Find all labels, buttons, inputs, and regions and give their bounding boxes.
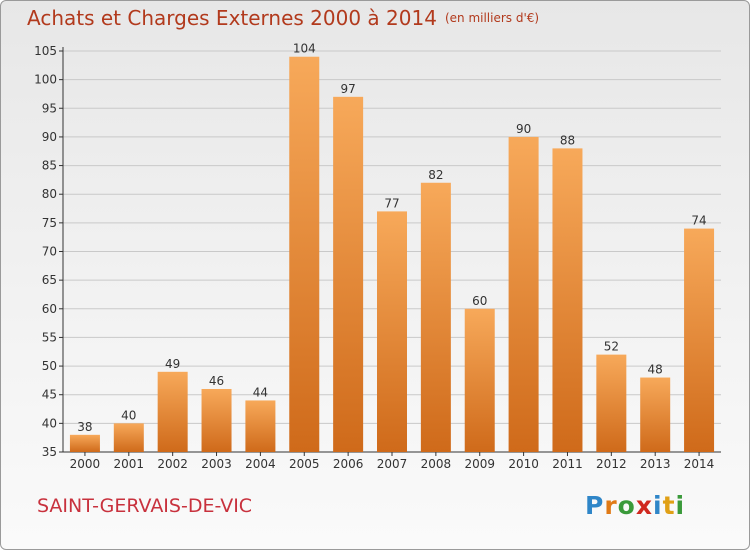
x-tick-label-2003: 2003 [201,457,232,471]
value-label-2007: 77 [384,196,399,210]
bar-2009 [464,308,495,452]
x-tick-label-2006: 2006 [333,457,364,471]
value-label-2010: 90 [516,122,531,136]
y-tick-label: 70 [42,245,57,259]
y-tick-label: 95 [42,101,57,115]
y-tick-label: 105 [34,44,57,58]
value-label-2013: 48 [648,363,663,377]
x-tick-label-2002: 2002 [157,457,188,471]
commune-name: SAINT-GERVAIS-DE-VIC [37,495,253,517]
x-tick-label-2005: 2005 [289,457,320,471]
x-tick-label-2012: 2012 [596,457,627,471]
chart-title-text: Achats et Charges Externes 2000 à 2014 [27,6,437,30]
x-tick-label-2000: 2000 [70,457,101,471]
value-label-2002: 49 [165,357,180,371]
value-label-2004: 44 [253,385,268,399]
bars [69,56,715,452]
bar-2006 [333,96,364,452]
bar-2007 [377,211,407,452]
logo-letter: o [617,491,636,520]
bar-2003 [201,388,232,452]
y-tick-label: 65 [42,273,57,287]
y-tick-label: 40 [42,416,57,430]
y-tick-label: 85 [42,159,57,173]
x-tick-label-2011: 2011 [552,457,583,471]
x-tick-label-2014: 2014 [684,457,715,471]
logo-letter: P [585,491,605,520]
logo-letter: i [675,491,686,520]
x-tick-label-2010: 2010 [508,457,539,471]
value-label-2014: 74 [691,214,706,228]
y-tick-label: 55 [42,330,57,344]
y-tick-label: 45 [42,388,57,402]
x-tick-label-2013: 2013 [640,457,671,471]
value-label-2003: 46 [209,374,224,388]
y-tick-label: 100 [34,73,57,87]
bar-2004 [245,400,276,452]
bar-2010 [508,136,539,452]
y-tick-label: 35 [42,445,57,459]
x-tick-label-2004: 2004 [245,457,276,471]
value-label-2005: 104 [293,42,316,56]
y-tick-label: 75 [42,216,57,230]
y-tick-label: 50 [42,359,57,373]
logo-letter: i [653,491,663,520]
value-label-2001: 40 [121,408,136,422]
x-tick-label-2009: 2009 [464,457,495,471]
proxiti-logo: Proxiti [585,491,685,520]
logo-letter: r [604,491,618,520]
y-tick-label: 80 [42,187,57,201]
labels: 35 40 45 50 55 60 65 70 75 80 85 90 95 100 105 38 2000 40… [34,42,714,471]
value-label-2006: 97 [340,82,355,96]
logo-letter: t [662,491,676,520]
value-label-2008: 82 [428,168,443,182]
value-label-2012: 52 [604,340,619,354]
bar-2008 [420,182,451,452]
bar-2005 [289,56,320,452]
x-tick-label-2001: 2001 [114,457,145,471]
x-tick-label-2007: 2007 [377,457,408,471]
bar-2011 [552,148,583,452]
bar-2014 [684,228,715,452]
value-label-2009: 60 [472,294,487,308]
bar-2000 [69,434,100,452]
logo-letter: x [635,491,653,520]
y-tick-label: 90 [42,130,57,144]
x-tick-label-2008: 2008 [421,457,452,471]
chart-title-unit: (en milliers d'€) [444,11,540,25]
bar-2012 [596,354,627,452]
bar-2002 [157,371,188,452]
value-label-2000: 38 [77,420,92,434]
bar-2001 [113,423,144,452]
chart-title: Achats et Charges Externes 2000 à 2014 (e… [27,6,539,30]
bar-2013 [640,377,671,452]
y-tick-label: 60 [42,302,57,316]
value-label-2011: 88 [560,133,575,147]
